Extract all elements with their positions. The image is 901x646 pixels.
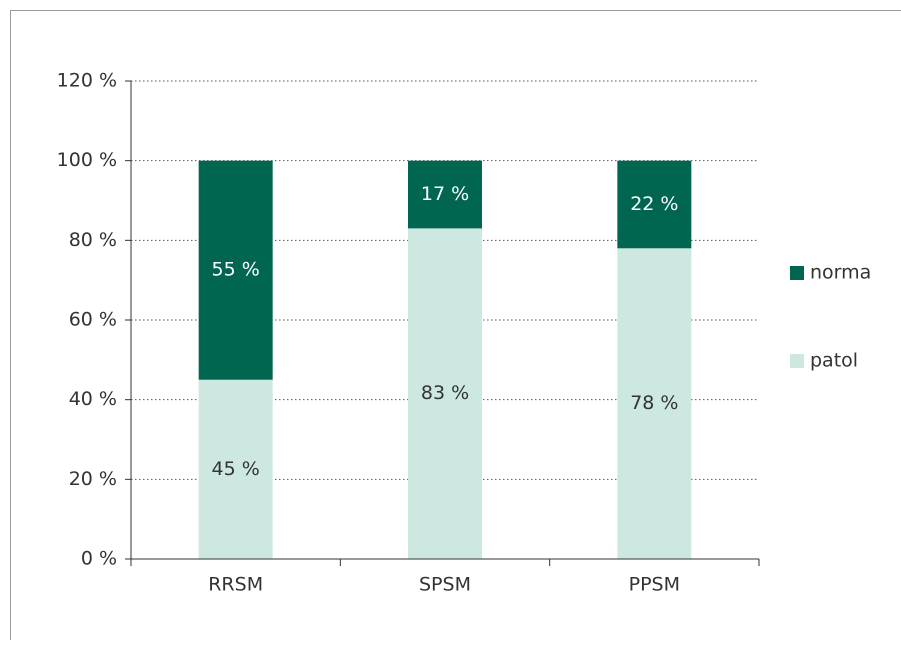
bar-segment	[198, 379, 273, 559]
bar-segment	[198, 160, 273, 380]
y-tick-label: 60 %	[69, 309, 117, 331]
data-label: 45 %	[212, 458, 260, 480]
x-tick-label: PPSM	[629, 574, 680, 596]
x-tick-label: SPSM	[419, 574, 471, 596]
data-label: 83 %	[421, 382, 469, 404]
y-tick-label: 80 %	[69, 229, 117, 251]
y-tick-label: 100 %	[57, 149, 117, 171]
x-tick-label: RRSM	[208, 574, 263, 596]
data-label: 22 %	[630, 193, 678, 215]
bar-segment	[617, 248, 692, 560]
bar-segment	[408, 160, 482, 229]
y-tick-label: 20 %	[69, 468, 117, 490]
bar-segment	[617, 160, 692, 249]
bar-segment	[408, 228, 482, 559]
data-label: 55 %	[212, 259, 260, 281]
legend-swatch	[790, 354, 804, 368]
data-label: 17 %	[421, 183, 469, 205]
y-tick-label: 40 %	[69, 388, 117, 410]
legend-label: patol	[810, 350, 858, 372]
data-label: 78 %	[630, 392, 678, 414]
y-tick-label: 0 %	[81, 548, 117, 570]
legend-label: norma	[810, 262, 871, 284]
y-tick-label: 120 %	[57, 70, 117, 92]
legend-swatch	[790, 266, 804, 280]
